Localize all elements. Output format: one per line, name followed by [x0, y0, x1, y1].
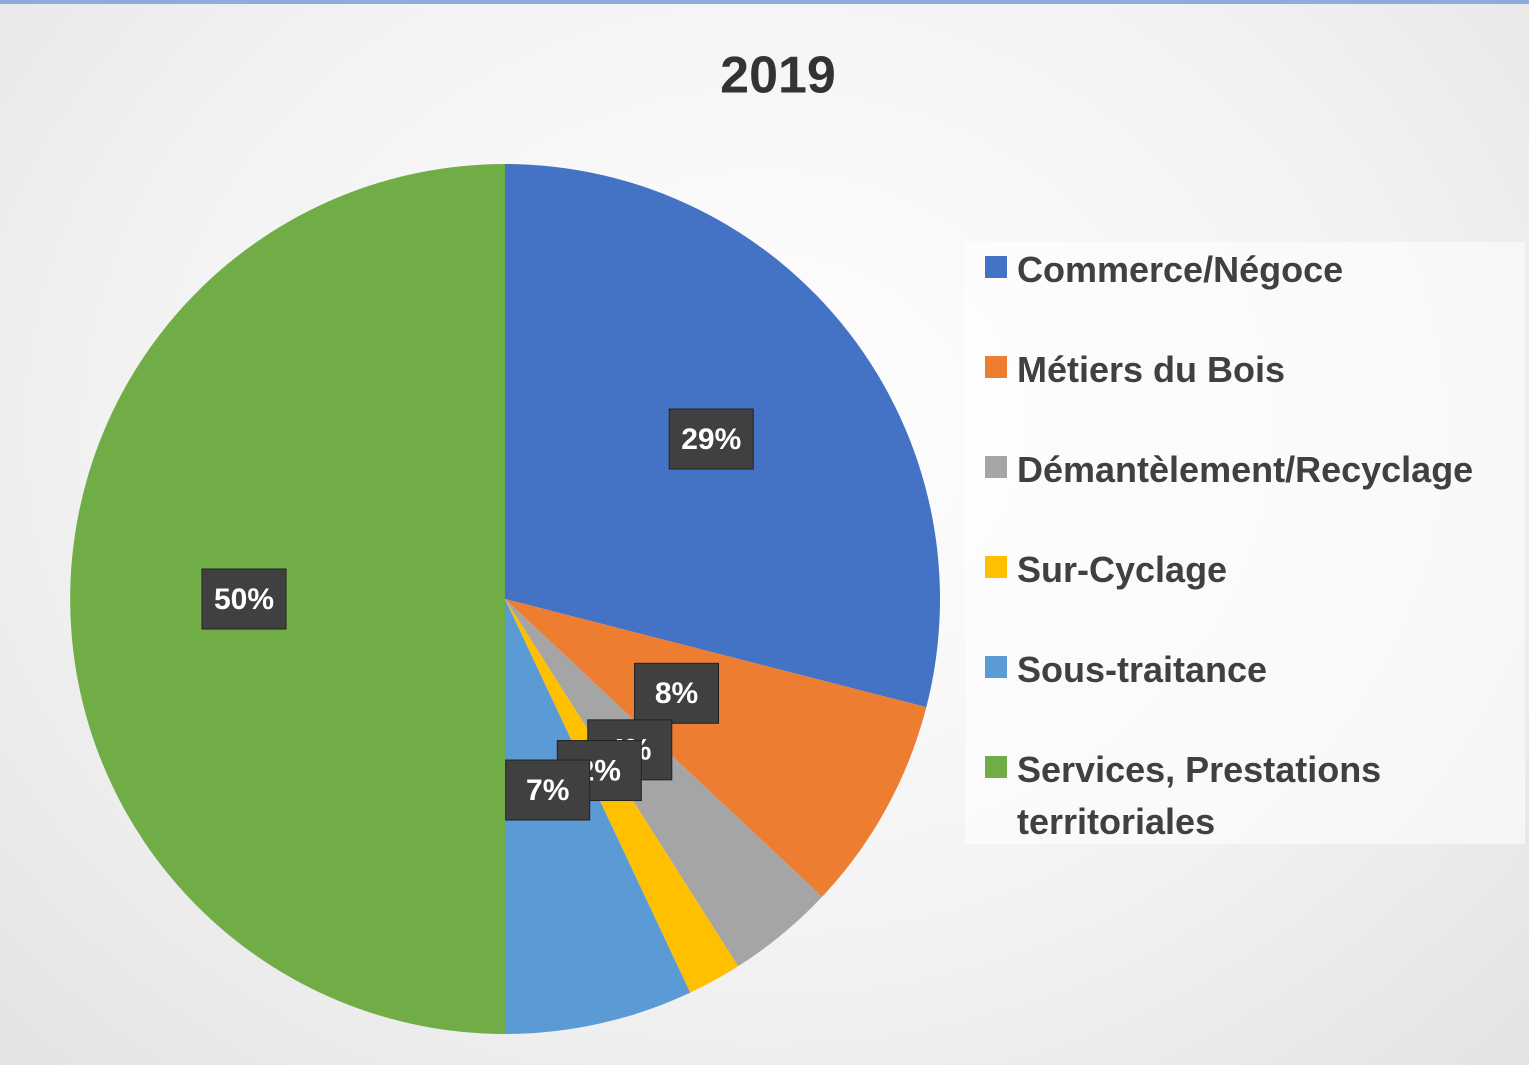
- data-label: 50%: [201, 568, 287, 630]
- data-label-text: 8%: [655, 677, 698, 710]
- legend-item: Démantèlement/Recyclage: [985, 444, 1525, 544]
- legend-swatch: [985, 356, 1007, 378]
- legend-item: Sur-Cyclage: [985, 544, 1525, 644]
- data-label: 29%: [668, 408, 754, 470]
- data-label-box: [505, 759, 591, 821]
- legend-item: Métiers du Bois: [985, 344, 1525, 444]
- legend-item: Services, Prestations territoriales: [985, 744, 1525, 844]
- data-label-text: 29%: [681, 423, 741, 456]
- data-label-box: [634, 662, 720, 724]
- legend: Commerce/Négoce Métiers du Bois Démantèlem…: [965, 242, 1525, 844]
- legend-swatch: [985, 756, 1007, 778]
- legend-item: Commerce/Négoce: [985, 244, 1525, 344]
- data-label-text: 50%: [214, 583, 274, 616]
- data-label: 7%: [505, 759, 591, 821]
- pie-slice: [505, 599, 927, 897]
- legend-label: Métiers du Bois: [1017, 349, 1286, 390]
- legend-label: Sur-Cyclage: [1017, 549, 1228, 590]
- pie-slice: [70, 164, 505, 1034]
- legend-label: Commerce/Négoce: [1017, 249, 1344, 290]
- data-label-text: 7%: [526, 774, 569, 807]
- legend-label: Services, Prestations territoriales: [1017, 749, 1382, 842]
- data-label: 8%: [634, 662, 720, 724]
- legend-swatch: [985, 556, 1007, 578]
- pie-chart: 2019 29%8%4%2%7%50%: [70, 47, 940, 1034]
- chart-title: 2019: [720, 47, 836, 105]
- pie-slice: [505, 599, 823, 967]
- legend-label: Sous-traitance: [1017, 649, 1268, 690]
- legend-label: Démantèlement/Recyclage: [1017, 449, 1474, 490]
- legend-swatch: [985, 456, 1007, 478]
- legend-item: Sous-traitance: [985, 644, 1525, 744]
- data-label-box: [668, 408, 754, 470]
- pie-slice: [505, 599, 691, 1034]
- legend-swatch: [985, 656, 1007, 678]
- data-label-box: [201, 568, 287, 630]
- legend-swatch: [985, 256, 1007, 278]
